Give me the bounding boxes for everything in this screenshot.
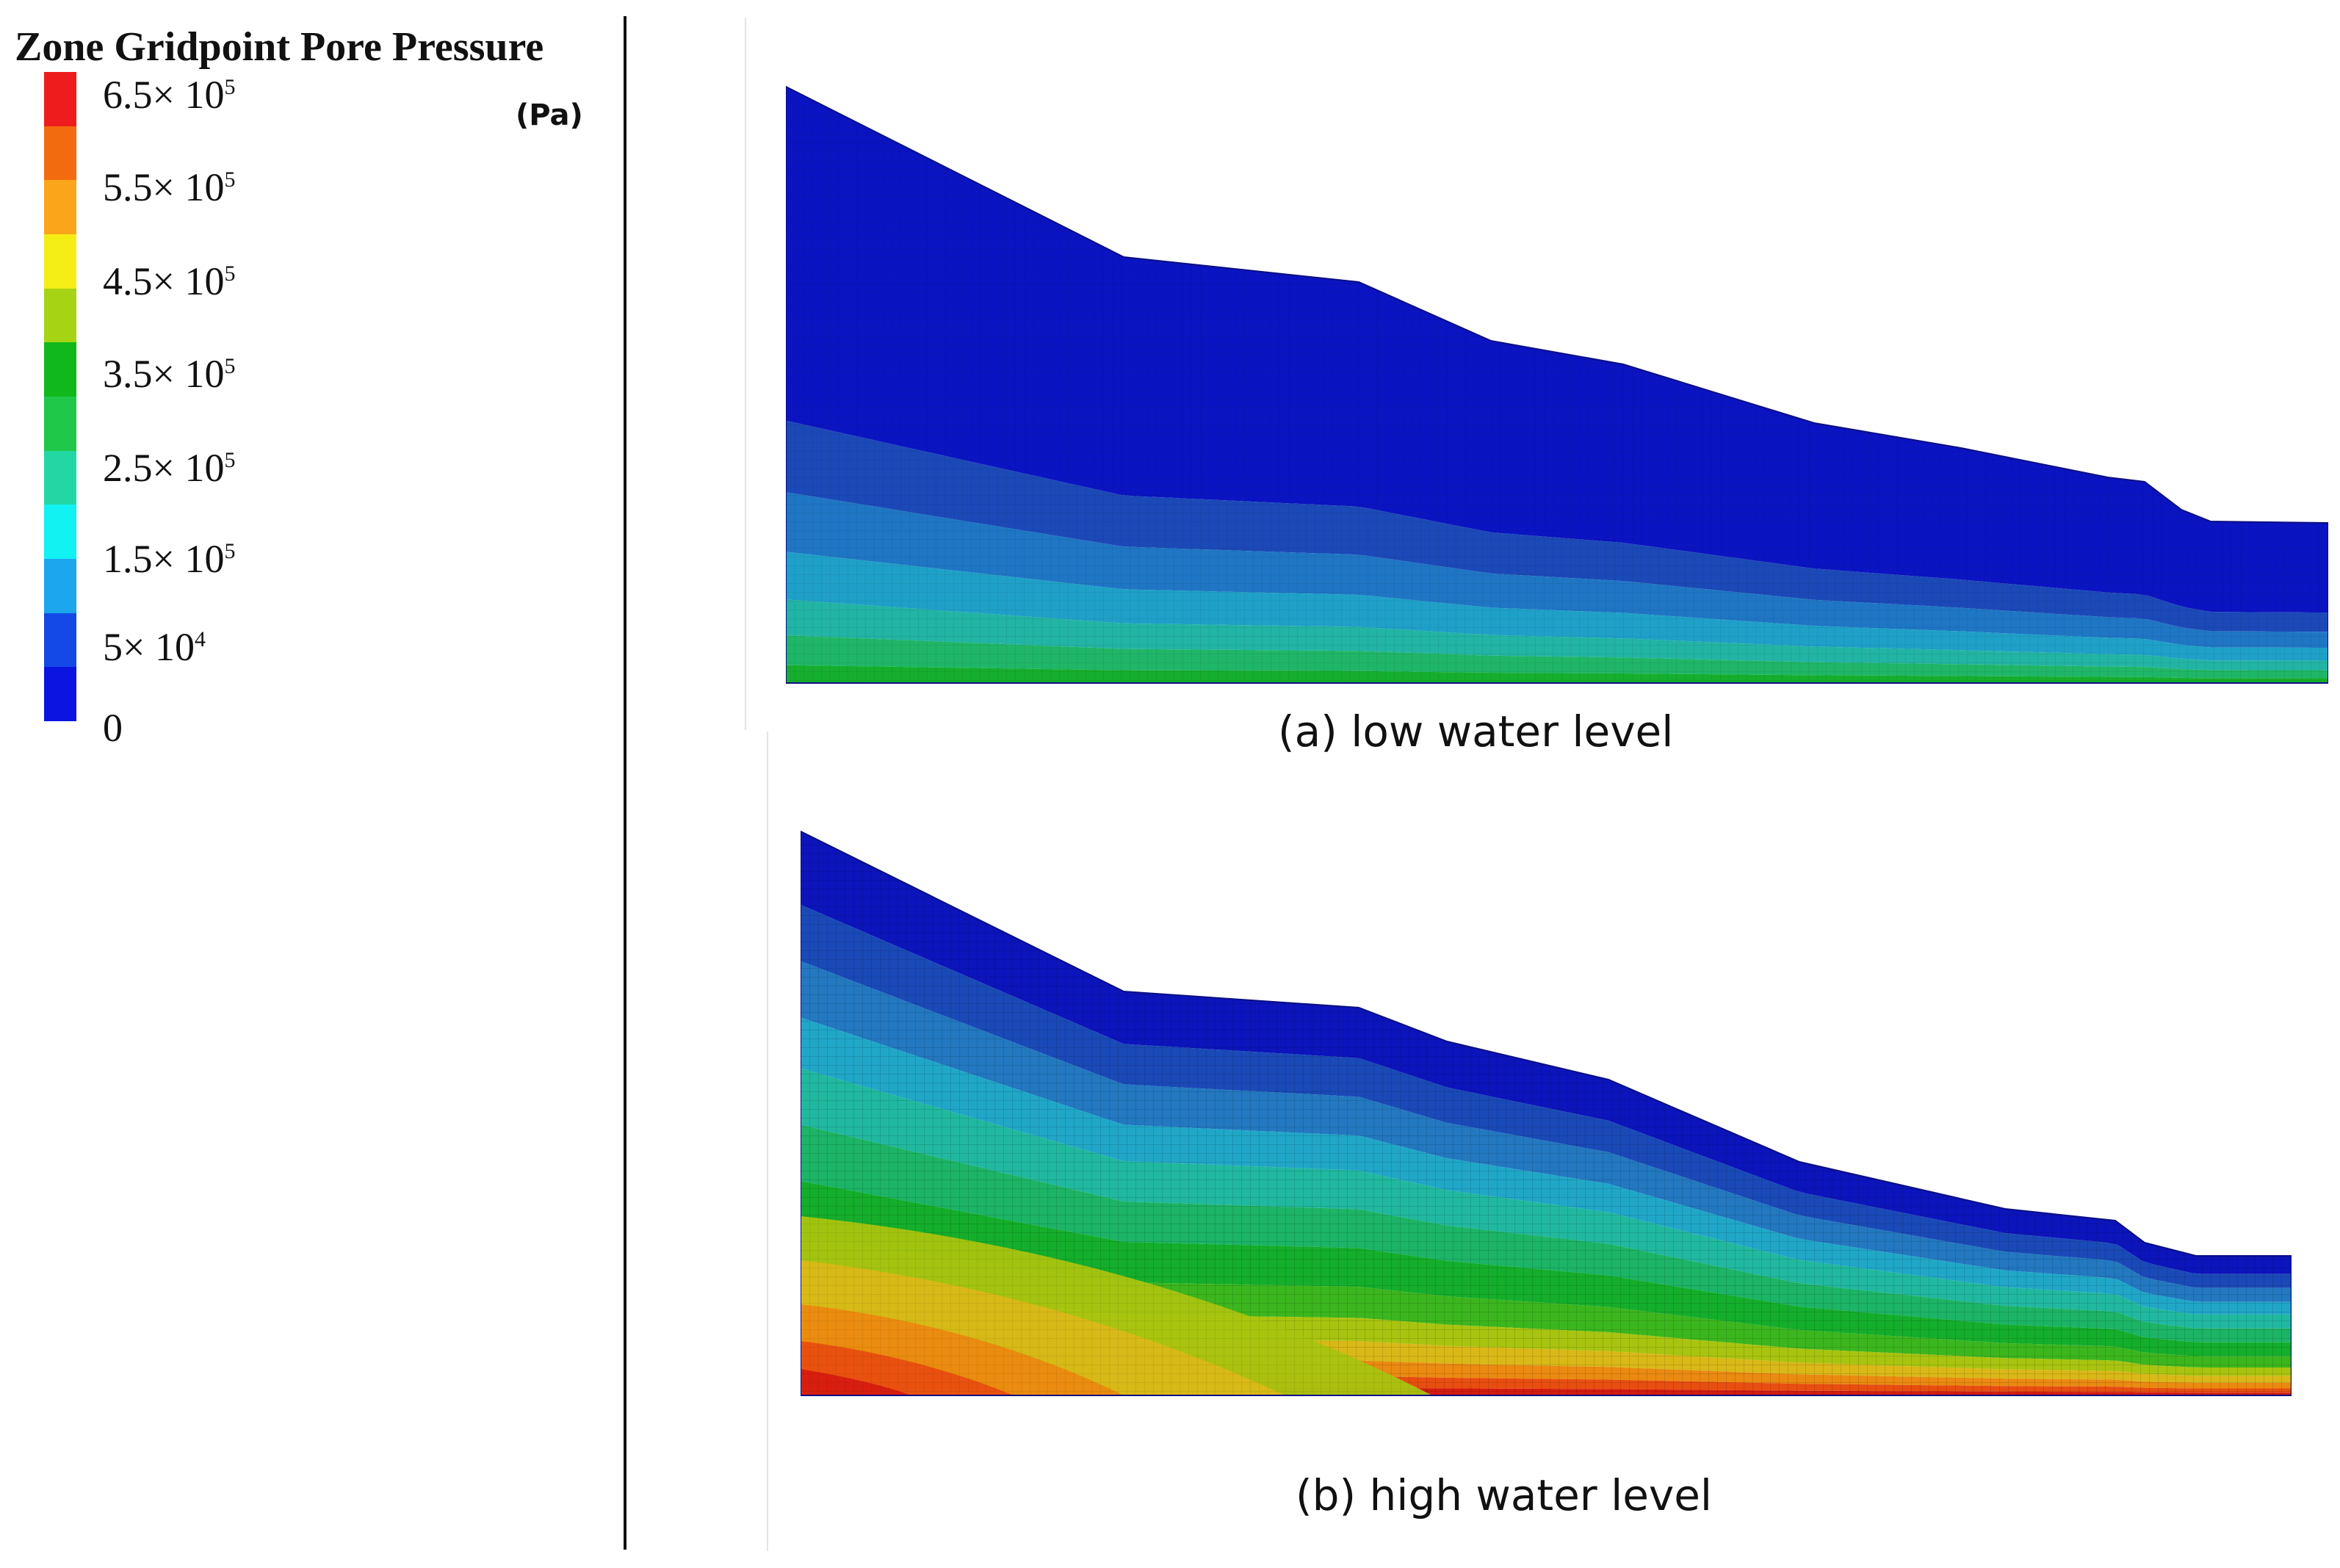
- legend-color-band: [44, 72, 76, 127]
- legend-color-band: [44, 126, 76, 181]
- legend-color-band: [44, 342, 76, 397]
- caption-low-water: (a) low water level: [1278, 707, 1674, 756]
- panel-b-border: [767, 731, 768, 1551]
- legend-tick-label: 4.5× 105: [103, 259, 236, 303]
- legend-color-band: [44, 559, 76, 614]
- legend-tick-label: 1.5× 105: [103, 537, 236, 581]
- legend-color-band: [44, 288, 76, 343]
- panel-a-mesh-grid: [786, 87, 2328, 683]
- legend-color-band: [44, 397, 76, 452]
- color-scale-bar: [44, 72, 76, 722]
- pore-pressure-contour-high-water: [801, 830, 2292, 1396]
- legend-color-band: [44, 234, 76, 289]
- divider-line: [624, 16, 626, 1550]
- legend-tick-label: 5.5× 105: [103, 165, 236, 209]
- legend-color-band: [44, 613, 76, 668]
- legend-tick-label: 3.5× 105: [103, 352, 236, 396]
- legend-color-band: [44, 667, 76, 722]
- legend-tick-label: 2.5× 105: [103, 446, 236, 490]
- panel-b-high-pressure-zone: [801, 831, 2292, 1395]
- legend-color-band: [44, 505, 76, 560]
- panel-a-contour-bands: [786, 87, 2328, 683]
- legend-tick-label: 6.5× 105: [103, 73, 236, 117]
- legend-color-band: [44, 450, 76, 505]
- pore-pressure-contour-low-water: [786, 85, 2328, 684]
- panel-a-border: [745, 18, 746, 730]
- panel-b-slope-outline: [801, 830, 2292, 1396]
- legend-title: Zone Gridpoint Pore Pressure: [15, 24, 544, 70]
- legend-color-band: [44, 180, 76, 235]
- caption-high-water: (b) high water level: [1296, 1470, 1713, 1520]
- legend-tick-label: 0: [103, 706, 123, 750]
- legend-unit: (Pa): [516, 98, 583, 132]
- panel-a-slope-outline: [786, 85, 2328, 684]
- legend-tick-label: 5× 104: [103, 625, 206, 669]
